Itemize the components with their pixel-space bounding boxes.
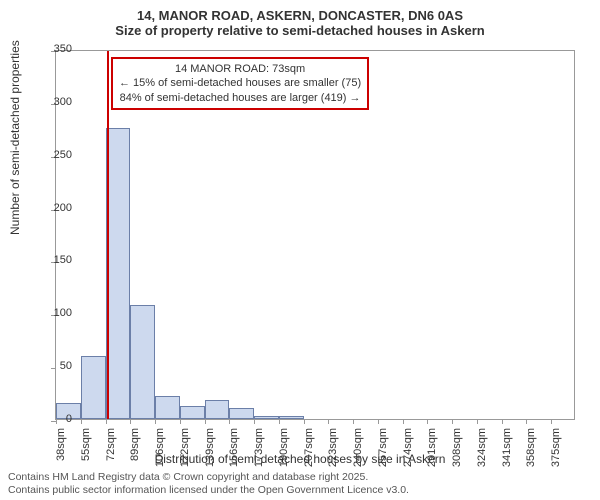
y-tick-label: 0 xyxy=(32,413,72,425)
x-tick xyxy=(130,419,131,424)
y-tick-label: 250 xyxy=(32,149,72,161)
annotation-line3: 84% of semi-detached houses are larger (… xyxy=(119,91,361,105)
y-tick-label: 300 xyxy=(32,96,72,108)
reference-line xyxy=(107,51,109,419)
x-tick xyxy=(477,419,478,424)
x-tick xyxy=(279,419,280,424)
y-tick-label: 50 xyxy=(32,360,72,372)
footer-line2: Contains public sector information licen… xyxy=(8,484,409,498)
annotation-line1: 14 MANOR ROAD: 73sqm xyxy=(119,62,361,76)
x-tick xyxy=(106,419,107,424)
y-tick-label: 350 xyxy=(32,43,72,55)
footer-line1: Contains HM Land Registry data © Crown c… xyxy=(8,471,409,485)
x-tick xyxy=(229,419,230,424)
plot-area: 14 MANOR ROAD: 73sqm← 15% of semi-detach… xyxy=(55,50,575,420)
x-tick-label: 55sqm xyxy=(80,428,92,468)
chart-container: 14, MANOR ROAD, ASKERN, DONCASTER, DN6 0… xyxy=(0,0,600,500)
x-tick xyxy=(205,419,206,424)
x-tick xyxy=(551,419,552,424)
x-tick-label: 223sqm xyxy=(327,428,339,468)
y-axis-label: Number of semi-detached properties xyxy=(8,40,22,235)
x-tick-label: 291sqm xyxy=(426,428,438,468)
x-tick-label: 190sqm xyxy=(278,428,290,468)
annotation-box: 14 MANOR ROAD: 73sqm← 15% of semi-detach… xyxy=(111,57,369,110)
x-tick-label: 324sqm xyxy=(476,428,488,468)
x-tick xyxy=(180,419,181,424)
x-tick xyxy=(378,419,379,424)
histogram-bar xyxy=(81,356,106,419)
x-tick-label: 240sqm xyxy=(352,428,364,468)
histogram-bar xyxy=(254,416,279,419)
chart-title-line2: Size of property relative to semi-detach… xyxy=(0,23,600,38)
x-tick-label: 308sqm xyxy=(451,428,463,468)
x-tick-label: 207sqm xyxy=(303,428,315,468)
x-tick xyxy=(427,419,428,424)
y-tick-label: 200 xyxy=(32,202,72,214)
x-tick-label: 341sqm xyxy=(501,428,513,468)
x-tick xyxy=(403,419,404,424)
x-tick-label: 139sqm xyxy=(204,428,216,468)
y-tick-label: 100 xyxy=(32,307,72,319)
x-tick-label: 173sqm xyxy=(253,428,265,468)
x-tick-label: 72sqm xyxy=(105,428,117,468)
annotation-line2: ← 15% of semi-detached houses are smalle… xyxy=(119,76,361,90)
footer-attribution: Contains HM Land Registry data © Crown c… xyxy=(8,471,409,498)
histogram-bar xyxy=(180,406,205,419)
x-tick-label: 89sqm xyxy=(129,428,141,468)
histogram-bar xyxy=(229,408,254,419)
x-tick xyxy=(254,419,255,424)
x-tick xyxy=(353,419,354,424)
histogram-bar xyxy=(130,305,155,419)
x-tick-label: 106sqm xyxy=(154,428,166,468)
x-tick xyxy=(304,419,305,424)
histogram-bar xyxy=(279,416,304,419)
x-tick xyxy=(452,419,453,424)
title-block: 14, MANOR ROAD, ASKERN, DONCASTER, DN6 0… xyxy=(0,0,600,38)
x-tick-label: 156sqm xyxy=(228,428,240,468)
x-tick-label: 38sqm xyxy=(55,428,67,468)
x-tick-label: 274sqm xyxy=(402,428,414,468)
histogram-bar xyxy=(205,400,230,419)
histogram-bar xyxy=(106,128,131,419)
x-tick xyxy=(328,419,329,424)
x-tick-label: 358sqm xyxy=(525,428,537,468)
chart-title-line1: 14, MANOR ROAD, ASKERN, DONCASTER, DN6 0… xyxy=(0,8,600,23)
x-tick xyxy=(155,419,156,424)
y-tick-label: 150 xyxy=(32,254,72,266)
x-tick-label: 375sqm xyxy=(550,428,562,468)
x-tick xyxy=(502,419,503,424)
x-tick-label: 122sqm xyxy=(179,428,191,468)
x-tick xyxy=(526,419,527,424)
x-tick-label: 257sqm xyxy=(377,428,389,468)
histogram-bar xyxy=(155,396,180,419)
x-tick xyxy=(81,419,82,424)
